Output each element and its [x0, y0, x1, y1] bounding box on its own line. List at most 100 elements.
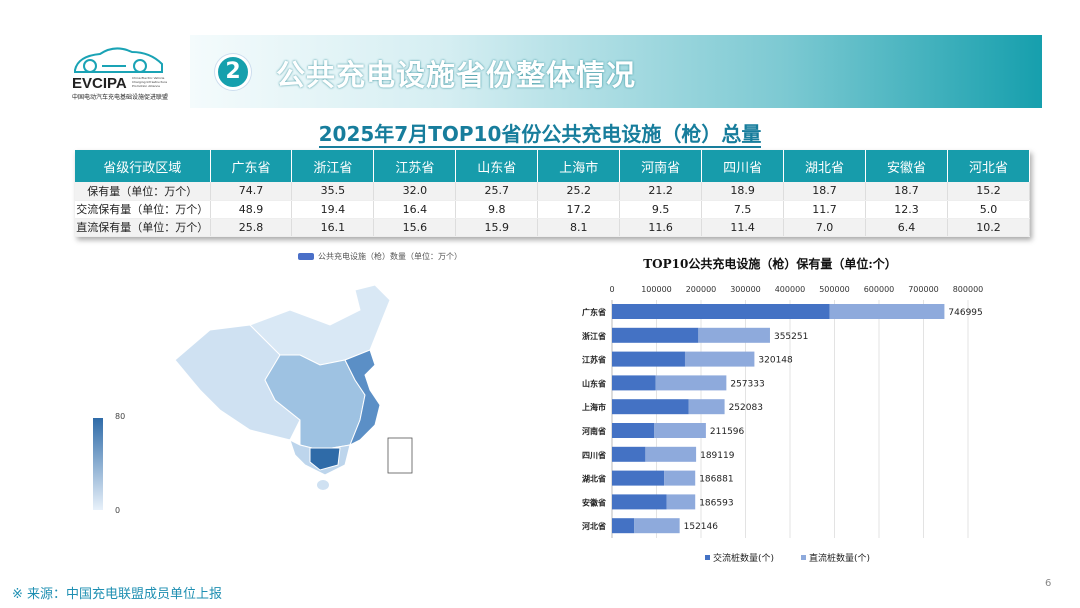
total-label: 189119 [700, 451, 735, 461]
table-cell: 74.7 [210, 182, 293, 201]
legend-swatch [801, 555, 806, 560]
total-label: 355251 [774, 332, 808, 342]
bar-segment-ac [612, 494, 667, 510]
evcipa-logo: EVCIPA China Electric Vehicle Charging I… [70, 42, 180, 104]
total-label: 152146 [684, 522, 719, 532]
legend-swatch [705, 555, 710, 560]
legend-label: 直流桩数量(个) [809, 552, 870, 564]
section-title: 公共充电设施省份整体情况 [276, 58, 637, 92]
table-header-cell: 省级行政区域 [75, 150, 211, 182]
table-cell: 25.7 [455, 182, 539, 201]
row-label: 直流保有量（单位：万个） [75, 218, 211, 237]
china-map [174, 284, 413, 490]
table-cell: 5.0 [947, 200, 1031, 219]
x-tick-label: 700000 [908, 285, 939, 294]
total-label: 186593 [699, 498, 733, 508]
bar-segment-ac [612, 327, 699, 343]
table-header-cell: 山东省 [455, 150, 539, 182]
chart-title: TOP10公共充电设施（枪）保有量（单位:个） [643, 256, 897, 271]
y-category-label: 山东省 [582, 378, 606, 388]
legend-swatch [298, 253, 314, 260]
table-header-cell: 四川省 [701, 150, 785, 182]
y-category-label: 浙江省 [582, 331, 606, 341]
map-legend-label: 公共充电设施（枪）数量（单位：万个） [318, 252, 462, 261]
bar-segment-dc [634, 518, 680, 534]
row-label: 保有量（单位：万个） [75, 182, 211, 201]
bar-segment-dc [666, 494, 696, 510]
svg-text:Charging Infrastructure: Charging Infrastructure [132, 80, 167, 84]
table-cell: 7.0 [783, 218, 866, 237]
y-category-label: 四川省 [582, 450, 606, 460]
section-number: 2 [215, 54, 251, 90]
bar-segment-dc [698, 327, 770, 343]
bar-segment-dc [684, 351, 755, 367]
bar-segment-ac [612, 518, 635, 534]
bar-segment-ac [612, 470, 665, 486]
table-cell: 48.9 [210, 200, 293, 219]
total-label: 257333 [730, 379, 764, 389]
table-row: 保有量（单位：万个） 74.7 35.5 32.0 25.7 25.2 21.2 18.9 18… [75, 182, 1031, 201]
svg-text:EVCIPA: EVCIPA [72, 75, 127, 92]
table-cell: 6.4 [865, 218, 948, 237]
row-label: 交流保有量（单位：万个） [75, 200, 211, 219]
map-region-east [344, 349, 381, 447]
table-cell: 9.5 [619, 200, 703, 219]
table-cell: 17.2 [537, 200, 621, 219]
x-tick-label: 200000 [686, 285, 717, 294]
page-number: 6 [1045, 578, 1052, 589]
bar-segment-ac [612, 375, 656, 391]
province-table: 省级行政区域 广东省 浙江省 江苏省 山东省 上海市 河南省 四川省 湖北省 安徽省 河北省 保有量… [75, 150, 1031, 237]
table-header-cell: 河北省 [947, 150, 1031, 182]
source-footer: ※ 来源：中国充电联盟成员单位上报 [12, 587, 223, 602]
y-category-label: 河北省 [582, 521, 606, 531]
legend-label: 交流桩数量(个) [713, 552, 774, 564]
bar-segment-dc [688, 399, 725, 415]
table-header-cell: 湖北省 [783, 150, 866, 182]
bar-segment-ac [612, 423, 655, 438]
top10-bar-chart: TOP10公共充电设施（枪）保有量（单位:个） 0 100000 200000 3000… [582, 256, 984, 564]
x-tick-label: 800000 [953, 285, 984, 294]
logo-cn-text: 中国电动汽车充电基础设施促进联盟 [72, 93, 168, 101]
map-legend: 公共充电设施（枪）数量（单位：万个） [298, 251, 462, 262]
table-cell: 7.5 [701, 200, 785, 219]
map-region-hainan [317, 480, 329, 490]
y-category-label: 湖北省 [582, 474, 606, 484]
bar-segment-dc [664, 470, 696, 486]
map-visual-scale[interactable] [93, 418, 103, 510]
y-category-label: 上海市 [582, 402, 606, 412]
y-category-label: 江苏省 [582, 355, 606, 365]
table-cell: 8.1 [537, 218, 621, 237]
bar-segment-dc [654, 423, 706, 438]
table-cell: 12.3 [865, 200, 948, 219]
y-category-label: 广东省 [582, 307, 606, 317]
bar-segment-dc [645, 446, 697, 462]
total-label: 320148 [758, 356, 793, 366]
table-row: 直流保有量（单位：万个） 25.8 16.1 15.6 15.9 8.1 11.6 11.4 7… [75, 218, 1031, 237]
table-cell: 25.8 [210, 218, 293, 237]
bar-segment-dc [829, 304, 945, 319]
table-cell: 25.2 [537, 182, 621, 201]
total-label: 252083 [729, 403, 763, 413]
table-row: 交流保有量（单位：万个） 48.9 19.4 16.4 9.8 17.2 9.5 7.5 11.… [75, 200, 1031, 219]
scale-min-label: 0 [115, 506, 121, 515]
x-tick-label: 300000 [730, 285, 761, 294]
table-cell: 16.1 [291, 218, 375, 237]
x-tick-label: 100000 [641, 285, 672, 294]
x-tick-label: 600000 [864, 285, 895, 294]
south-sea-inset [387, 437, 413, 474]
table-cell: 19.4 [291, 200, 375, 219]
page-subtitle: 2025年7月TOP10省份公共充电设施（枪）总量 [0, 118, 1080, 148]
total-label: 746995 [948, 308, 982, 318]
table-header-cell: 河南省 [619, 150, 703, 182]
y-category-label: 河南省 [582, 426, 606, 436]
total-label: 186881 [699, 475, 733, 485]
x-tick-label: 500000 [819, 285, 850, 294]
y-category-label: 安徽省 [582, 497, 606, 507]
table-header-cell: 上海市 [537, 150, 621, 182]
bar-segment-ac [612, 304, 830, 319]
table-cell: 18.7 [865, 182, 948, 201]
bar-segment-dc [655, 375, 727, 391]
table-cell: 10.2 [947, 218, 1031, 237]
x-tick-label: 0 [609, 285, 614, 294]
table-header-cell: 广东省 [210, 150, 293, 182]
